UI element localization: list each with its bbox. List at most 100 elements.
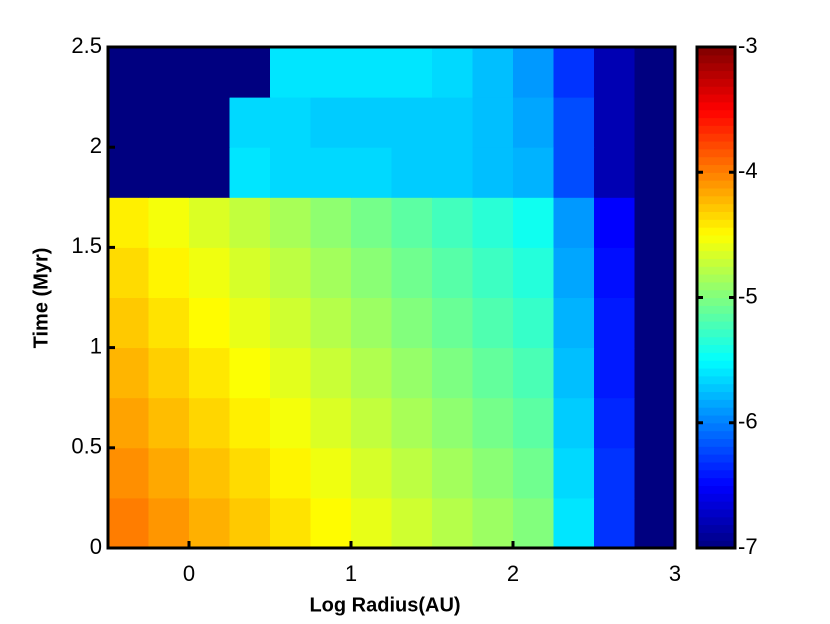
colorbar-swatch — [697, 391, 735, 400]
heat-cell — [594, 247, 635, 298]
heat-cell — [229, 97, 271, 148]
heat-cell — [432, 147, 473, 198]
heat-cell — [310, 47, 352, 98]
colorbar-swatch — [697, 195, 735, 205]
heat-cell — [229, 47, 271, 98]
colorbar-swatch — [697, 62, 735, 72]
y-tick-label: 0 — [90, 534, 102, 559]
heat-cell — [594, 47, 635, 98]
heat-cell — [594, 97, 635, 148]
heat-cell — [148, 147, 190, 198]
colorbar-swatch — [697, 54, 735, 64]
heat-cell — [351, 247, 392, 298]
heat-cell — [148, 97, 190, 148]
colorbar-swatch — [697, 242, 735, 252]
heat-cell — [391, 197, 433, 248]
heat-cell — [351, 347, 392, 399]
heat-cell — [351, 197, 392, 248]
heat-cell — [634, 97, 676, 148]
colorbar-swatch — [697, 86, 735, 95]
heat-cell — [432, 497, 473, 549]
heat-cell — [513, 247, 554, 298]
heat-cell — [108, 397, 149, 449]
colorbar-swatch — [697, 125, 735, 134]
y-axis-label: Time (Myr) — [30, 248, 52, 349]
heat-cell — [310, 347, 352, 399]
heat-cell — [553, 347, 595, 399]
heat-cell — [472, 197, 514, 248]
colorbar-swatch — [697, 172, 735, 181]
heat-cell — [351, 447, 392, 499]
heat-cell — [432, 447, 473, 499]
heat-cell — [513, 147, 554, 198]
heat-cell — [594, 197, 635, 248]
colorbar-swatch — [697, 289, 735, 299]
heat-cell — [472, 47, 514, 98]
colorbar-swatch — [697, 524, 735, 533]
heat-cell — [634, 447, 676, 499]
heat-cell — [513, 497, 554, 549]
heat-cell — [229, 447, 271, 499]
y-tick-label: 1.5 — [71, 233, 102, 258]
colorbar-swatch — [697, 414, 735, 424]
colorbar-swatch — [697, 250, 735, 259]
heat-cell — [148, 347, 190, 399]
heat-cell — [513, 297, 554, 349]
heat-cell — [270, 247, 311, 298]
heat-cell — [594, 147, 635, 198]
colorbar-swatch — [697, 320, 735, 330]
heat-cell — [148, 47, 190, 98]
colorbar-swatch — [697, 383, 735, 393]
heat-cell — [270, 47, 311, 98]
colorbar-swatch — [697, 305, 735, 314]
heat-cell — [351, 47, 392, 98]
colorbar-swatch — [697, 399, 735, 408]
heat-cell — [391, 147, 433, 198]
heat-cell — [108, 247, 149, 298]
colorbar-swatch — [697, 438, 735, 447]
heat-cell — [513, 347, 554, 399]
colorbar-swatch — [697, 281, 735, 291]
heat-cell — [310, 197, 352, 248]
heat-cell — [634, 47, 676, 98]
y-tick-label: 2.5 — [71, 33, 102, 58]
heat-cell — [270, 447, 311, 499]
heat-cell — [513, 197, 554, 248]
heat-cell — [189, 47, 230, 98]
heat-cell — [472, 497, 514, 549]
heat-cell — [391, 397, 433, 449]
heat-cell — [553, 197, 595, 248]
heat-cell — [148, 497, 190, 549]
colorbar-tick-label: -4 — [738, 158, 758, 183]
heat-cell — [270, 397, 311, 449]
colorbar-swatch — [697, 219, 735, 228]
heat-cell — [108, 47, 149, 98]
heat-cell — [189, 397, 230, 449]
colorbar-swatch — [697, 258, 735, 267]
heat-cell — [594, 497, 635, 549]
heat-cell — [108, 197, 149, 248]
heat-cell — [229, 347, 271, 399]
heat-cell — [513, 447, 554, 499]
heat-cell — [189, 447, 230, 499]
colorbar-swatch — [697, 446, 735, 455]
heat-cell — [553, 97, 595, 148]
colorbar-swatch — [697, 477, 735, 486]
colorbar-tick-label: -5 — [738, 283, 758, 308]
colorbar-swatch — [697, 148, 735, 158]
colorbar-swatch — [697, 501, 735, 510]
colorbar-swatch — [697, 328, 735, 338]
colorbar-swatch — [697, 540, 735, 549]
colorbar-swatch — [697, 117, 735, 126]
heat-cell — [310, 497, 352, 549]
heat-cell — [108, 447, 149, 499]
heat-cell — [189, 347, 230, 399]
heat-cell — [351, 397, 392, 449]
colorbar-swatch — [697, 164, 735, 173]
heat-cell — [472, 97, 514, 148]
heat-cell — [553, 247, 595, 298]
heat-cell — [391, 347, 433, 399]
heat-cell — [472, 247, 514, 298]
x-tick-label: 3 — [669, 561, 681, 586]
heat-cell — [351, 97, 392, 148]
